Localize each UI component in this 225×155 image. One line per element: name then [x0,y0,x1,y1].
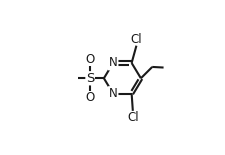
Text: O: O [85,53,94,66]
Text: S: S [86,72,94,85]
Text: O: O [85,91,94,104]
Text: N: N [108,56,117,69]
Text: Cl: Cl [126,111,138,124]
Text: Cl: Cl [130,33,142,46]
Text: N: N [108,87,117,100]
